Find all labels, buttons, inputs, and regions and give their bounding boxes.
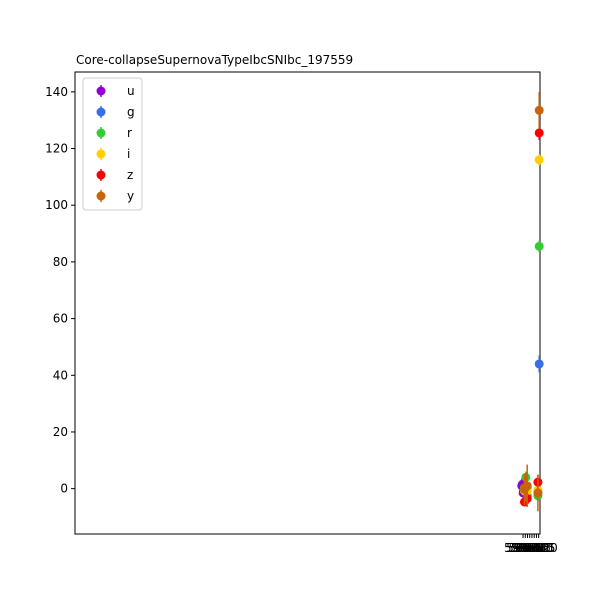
y-axis: 0 20 40 60 80 100 120 140 <box>45 85 75 496</box>
legend-label: z <box>127 168 133 182</box>
y-tick-label: 60 <box>53 312 68 326</box>
y-tick-label: 100 <box>45 198 68 212</box>
x-tick-label: 59600 <box>511 541 549 555</box>
legend-marker <box>96 149 106 159</box>
chart-title: Core-collapseSupernovaTypeIbcSNIbc_19755… <box>76 53 353 67</box>
x-tick-label: 59590 <box>506 541 544 555</box>
plot-area <box>74 71 541 535</box>
legend-label: g <box>127 105 135 119</box>
x-tick-label: 59595 <box>508 541 546 555</box>
x-tick-label: 59620 <box>520 541 558 555</box>
legend-marker <box>96 107 106 117</box>
legend-label: u <box>127 84 135 98</box>
y-tick-label: 40 <box>53 368 68 382</box>
legend-marker <box>96 128 106 138</box>
series-y <box>519 91 544 512</box>
data-point <box>534 359 544 369</box>
y-tick-label: 20 <box>53 425 68 439</box>
data-point <box>534 155 544 165</box>
y-tick-label: 140 <box>45 85 68 99</box>
x-tick-label: 59605 <box>513 541 551 555</box>
data-point <box>534 241 544 251</box>
x-tick-label: 59585 <box>504 541 542 555</box>
series-layer <box>517 91 544 512</box>
data-point <box>534 128 544 138</box>
legend-marker <box>96 191 106 201</box>
legend-label: i <box>127 147 130 161</box>
data-point <box>522 481 532 491</box>
legend-marker <box>96 170 106 180</box>
legend-marker <box>96 86 106 96</box>
x-tick-label: 59615 <box>517 541 555 555</box>
y-tick-label: 120 <box>45 142 68 156</box>
x-tick-label: 59610 <box>515 541 553 555</box>
data-point <box>534 105 544 115</box>
plot-frame <box>74 71 541 535</box>
y-tick-label: 0 <box>60 482 68 496</box>
legend-label: r <box>127 126 132 140</box>
legend-label: y <box>127 189 134 203</box>
data-point <box>533 488 543 498</box>
y-tick-label: 80 <box>53 255 68 269</box>
